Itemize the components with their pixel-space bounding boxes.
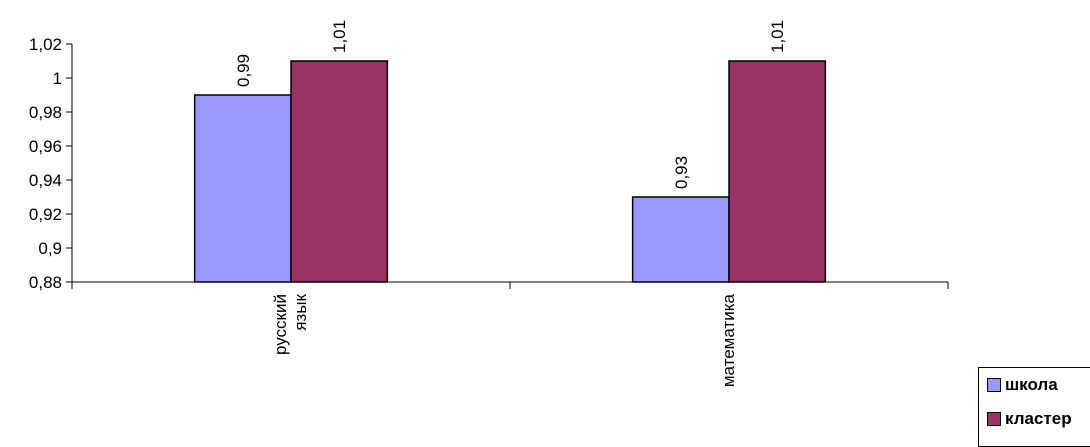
y-axis: 0,88 0,9 0,92 0,94 0,96 0,98 1 1,02 — [29, 35, 73, 292]
category-label: математика — [719, 293, 738, 387]
data-label: 0,93 — [672, 156, 691, 189]
category-labels: русский язык математика — [271, 293, 738, 387]
legend-label-cluster: кластер — [1005, 409, 1072, 428]
y-tick-label: 0,9 — [38, 239, 62, 258]
y-tick-label: 0,92 — [29, 205, 62, 224]
y-tick-label: 1 — [53, 69, 62, 88]
bar — [290, 60, 389, 283]
data-label: 1,01 — [330, 20, 349, 53]
legend-label-school: школа — [1005, 375, 1058, 394]
y-tick-label: 0,88 — [29, 273, 62, 292]
data-label: 0,99 — [234, 54, 253, 87]
bars — [193, 60, 827, 283]
legend-swatch-cluster — [987, 412, 1001, 426]
legend-swatch-school — [987, 378, 1001, 392]
bar — [193, 94, 292, 283]
data-labels: 0,99 1,01 0,93 1,01 — [234, 20, 787, 189]
y-tick-label: 1,02 — [29, 35, 62, 54]
y-tick-label: 0,94 — [29, 171, 62, 190]
bar — [728, 60, 827, 283]
legend-item-school: школа — [987, 375, 1058, 395]
data-label: 1,01 — [768, 20, 787, 53]
legend: школа кластер — [978, 367, 1090, 447]
y-tick-label: 0,96 — [29, 137, 62, 156]
x-axis — [71, 281, 949, 289]
legend-item-cluster: кластер — [987, 409, 1072, 429]
y-tick-label: 0,98 — [29, 103, 62, 122]
category-label: русский — [271, 294, 290, 355]
category-label: язык — [291, 293, 310, 330]
bar — [631, 196, 730, 283]
